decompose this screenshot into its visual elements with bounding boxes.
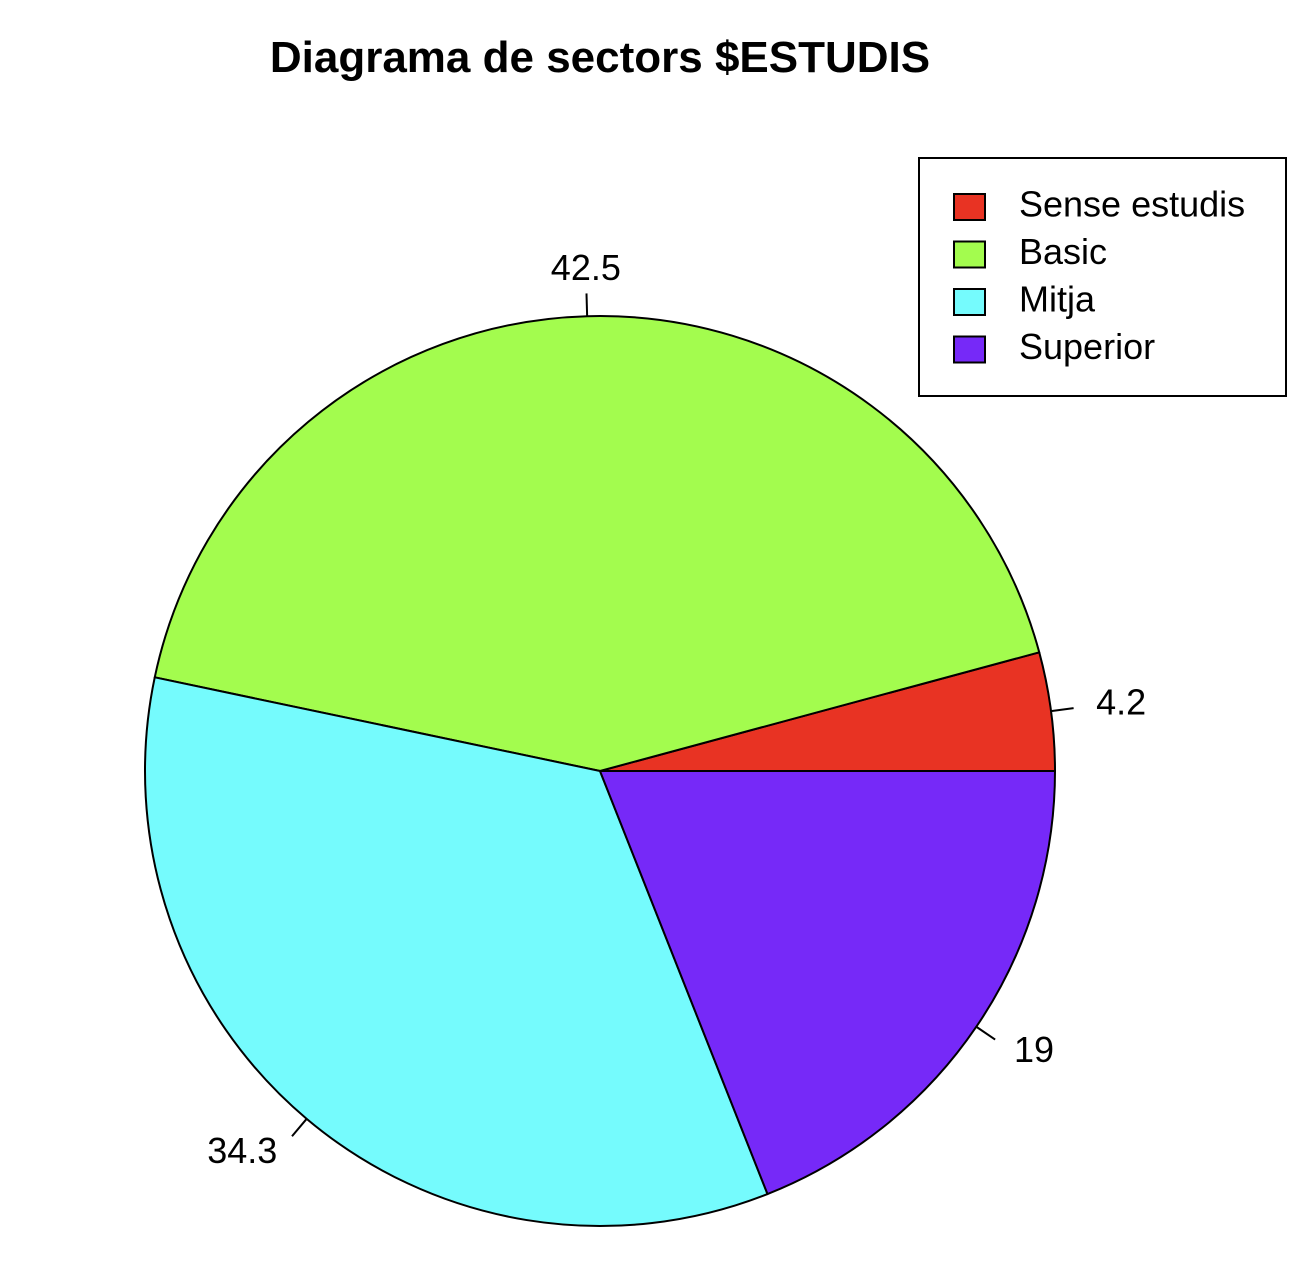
pie-tick-sense-estudis: [1050, 707, 1074, 713]
pie-label-ticks: [291, 293, 1074, 1137]
pie-label-mitja: 34.3: [207, 1130, 277, 1171]
pie-slice-basic: [153, 315, 1041, 772]
pie-label-sense-estudis: 4.2: [1096, 682, 1146, 723]
pie-label-basic: 42.5: [551, 247, 621, 288]
legend-swatch-mitja: [953, 288, 986, 316]
legend: Sense estudis Basic Mitja Superior: [918, 157, 1287, 397]
pie-tick-superior: [975, 1025, 996, 1041]
legend-label-basic: Basic: [1019, 231, 1107, 272]
chart-title: Diagrama de sectors $ESTUDIS: [270, 33, 930, 82]
legend-swatch-sense-estudis: [953, 193, 986, 221]
legend-label-mitja: Mitja: [1019, 279, 1096, 320]
legend-label-superior: Superior: [1019, 326, 1155, 367]
pie-slices: [144, 315, 1056, 1227]
legend-swatch-basic: [953, 240, 986, 269]
legend-entries: Sense estudis Basic Mitja Superior: [953, 184, 1245, 367]
pie-value-labels: 4.2 42.5 34.3 19: [207, 247, 1146, 1171]
pie-tick-basic: [585, 293, 589, 317]
legend-swatch-superior: [953, 335, 986, 364]
pie-label-superior: 19: [1014, 1029, 1054, 1070]
legend-label-sense-estudis: Sense estudis: [1019, 184, 1245, 225]
pie-tick-mitja: [291, 1118, 308, 1137]
pie-slice-superior: [599, 770, 1056, 1196]
